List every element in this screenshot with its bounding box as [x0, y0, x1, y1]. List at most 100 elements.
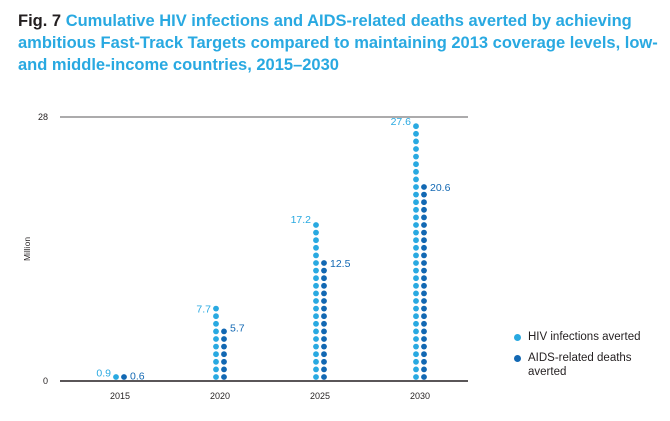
data-dot	[413, 252, 419, 259]
data-dot	[413, 161, 419, 168]
data-dot	[421, 222, 427, 228]
legend-label-aids: AIDS-related deaths averted	[528, 352, 632, 378]
data-dot	[413, 222, 419, 228]
data-dot	[321, 374, 327, 380]
data-dot	[221, 366, 227, 373]
data-dot	[413, 305, 419, 312]
data-label: 5.7	[230, 322, 245, 334]
data-dot	[413, 176, 419, 183]
data-dot	[421, 214, 427, 221]
legend-swatch-aids	[514, 355, 521, 362]
data-column	[421, 184, 427, 380]
data-dot	[413, 351, 419, 358]
figure-label: Fig. 7	[18, 12, 62, 30]
data-dot	[313, 290, 319, 297]
data-dot	[421, 244, 427, 251]
data-dot	[413, 153, 419, 160]
data-dot	[321, 328, 327, 335]
data-dot	[321, 351, 327, 358]
data-label: 12.5	[330, 258, 351, 270]
data-dot	[313, 298, 319, 304]
data-dot	[413, 282, 419, 289]
data-dot	[421, 298, 427, 304]
data-dot	[113, 374, 119, 380]
data-dot	[221, 358, 227, 365]
chart-title: Fig. 7 Cumulative HIV infections and AID…	[18, 10, 658, 76]
data-dot	[313, 313, 319, 320]
data-dot	[413, 313, 419, 320]
data-dot	[421, 313, 427, 320]
data-dot	[313, 366, 319, 373]
data-dot	[221, 343, 227, 350]
data-dot	[413, 358, 419, 365]
data-label: 27.6	[391, 116, 412, 128]
data-dot	[313, 237, 319, 244]
data-dot	[421, 290, 427, 297]
data-dot	[421, 237, 427, 244]
data-dot	[421, 252, 427, 259]
data-dot	[313, 267, 319, 274]
legend-item-hiv: HIV infections averted	[514, 330, 664, 344]
data-dot	[213, 351, 219, 358]
data-dot	[421, 366, 427, 373]
data-dot	[321, 260, 327, 266]
data-dot	[213, 358, 219, 365]
data-column	[321, 260, 327, 380]
data-dot	[313, 336, 319, 342]
data-dot	[413, 336, 419, 342]
data-dot	[421, 191, 427, 198]
data-dot	[413, 191, 419, 198]
data-dot	[313, 320, 319, 327]
data-dot	[321, 313, 327, 320]
legend-item-aids: AIDS-related deaths averted	[514, 351, 664, 379]
data-dot	[213, 320, 219, 327]
data-dot	[313, 374, 319, 380]
data-dot	[321, 267, 327, 274]
data-dot	[413, 366, 419, 373]
data-dot	[413, 214, 419, 221]
data-dot	[213, 336, 219, 342]
data-column	[121, 374, 127, 380]
data-dot	[421, 320, 427, 327]
data-dot	[321, 320, 327, 327]
data-dot	[321, 358, 327, 365]
data-dot	[313, 260, 319, 266]
y-tick-label: 28	[38, 112, 48, 122]
data-dot	[221, 328, 227, 335]
data-dot	[213, 343, 219, 350]
data-label: 7.7	[196, 303, 211, 315]
legend-swatch-hiv	[514, 334, 521, 341]
x-tick-label: 2030	[410, 391, 430, 401]
data-dot	[421, 305, 427, 312]
data-dot	[321, 336, 327, 342]
data-dot	[321, 305, 327, 312]
data-dot	[421, 199, 427, 206]
data-dot	[313, 351, 319, 358]
x-tick-label: 2025	[310, 391, 330, 401]
data-dot	[421, 282, 427, 289]
data-dot	[421, 260, 427, 266]
data-dot	[413, 267, 419, 274]
data-label: 17.2	[291, 214, 312, 226]
data-column	[113, 374, 119, 380]
legend-label-hiv: HIV infections averted	[528, 331, 641, 343]
data-dot	[213, 313, 219, 320]
y-tick-label: 0	[43, 376, 48, 386]
data-dot	[413, 328, 419, 335]
data-dot	[413, 168, 419, 175]
data-dot	[321, 282, 327, 289]
data-dot	[213, 305, 219, 312]
x-tick-label: 2015	[110, 391, 130, 401]
data-dot	[313, 343, 319, 350]
data-dot	[413, 184, 419, 190]
data-column	[313, 222, 319, 380]
data-dot	[413, 374, 419, 380]
data-dot	[413, 237, 419, 244]
data-dot	[413, 199, 419, 206]
data-dot	[313, 275, 319, 282]
data-dot	[413, 130, 419, 137]
data-label: 0.6	[130, 370, 145, 382]
data-dot	[421, 351, 427, 358]
x-tick-label: 2020	[210, 391, 230, 401]
